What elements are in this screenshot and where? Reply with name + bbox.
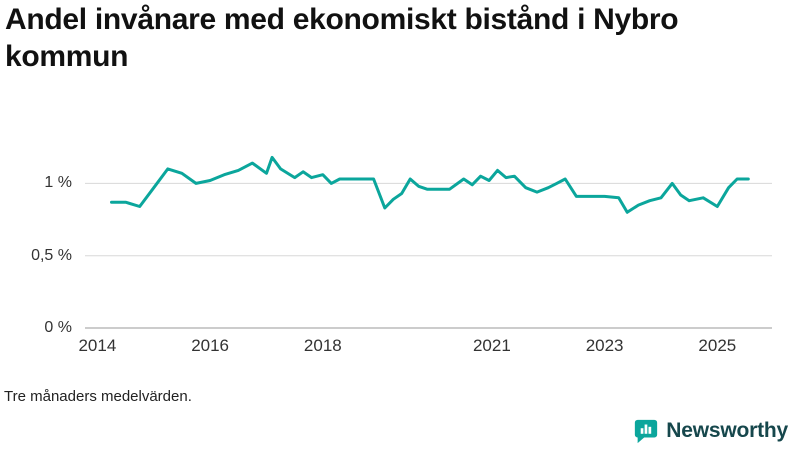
logo-bar-3: [648, 426, 652, 434]
data-line-series: [110, 155, 750, 214]
x-axis-tick-label: 2016: [191, 336, 230, 355]
x-axis-tick-label: 2021: [472, 336, 511, 355]
chart-footnote: Tre månaders medelvärden.: [4, 388, 192, 405]
x-axis-tick-label: 2023: [585, 336, 624, 355]
x-axis-tick-label: 2018: [303, 336, 342, 355]
y-axis-tick-label: 0,5 %: [31, 246, 72, 264]
y-axis-tick-label: 1 %: [44, 174, 72, 192]
x-axis-tick-label: 2025: [698, 336, 737, 355]
newsworthy-logo-text: Newsworthy: [666, 419, 788, 442]
newsworthy-logo: Newsworthy: [633, 418, 788, 444]
logo-bar-1: [641, 428, 644, 434]
newsworthy-logo-icon: [635, 419, 658, 444]
logo-bar-2: [644, 424, 648, 434]
chart-title: Andel invånare med ekonomiskt bistånd i …: [5, 3, 679, 73]
x-axis-tick-label: 2014: [78, 336, 117, 355]
y-axis-tick-label: 0 %: [44, 319, 72, 336]
